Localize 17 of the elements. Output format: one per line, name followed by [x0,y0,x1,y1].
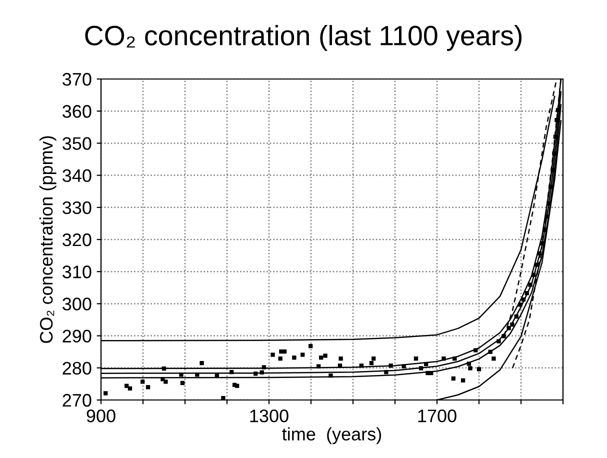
y-tick-label: 320 [62,233,92,246]
y-tick-label: 280 [62,362,92,375]
y-tick-label: 310 [62,266,92,278]
y-tick-label: 330 [62,201,92,214]
x-tick-label: 1300 [250,410,288,422]
y-tick-label: 370 [62,72,92,86]
x-tick-label: 1700 [418,410,456,422]
y-tick-label: 350 [62,137,92,150]
x-axis-title: time (years) [282,427,382,444]
y-axis-title: CO₂ concentration (ppmv) [39,136,56,343]
y-tick-label: 290 [62,330,92,343]
chart-title: CO₂ concentration (last 1100 years) [85,25,522,51]
y-tick-label: 270 [62,394,92,407]
y-tick-label: 300 [62,298,92,310]
x-tick-label: 900 [86,410,116,422]
y-tick-label: 360 [62,105,92,118]
y-tick-label: 340 [62,169,92,182]
